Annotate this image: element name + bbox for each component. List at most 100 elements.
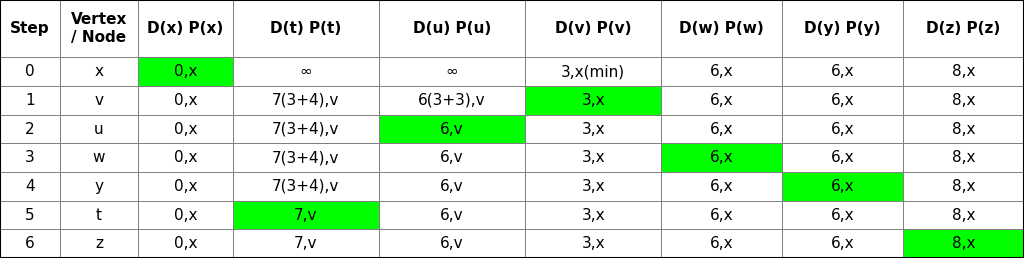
Bar <box>782 57 903 86</box>
Bar <box>782 115 903 143</box>
Bar <box>0 229 59 258</box>
Bar <box>232 201 379 229</box>
Text: 0,x: 0,x <box>174 236 198 251</box>
Text: D(z) P(z): D(z) P(z) <box>927 21 1000 36</box>
Bar <box>903 115 1024 143</box>
Text: 6,x: 6,x <box>710 150 733 165</box>
Text: 7(3+4),v: 7(3+4),v <box>272 179 340 194</box>
Bar <box>59 229 138 258</box>
Bar <box>903 57 1024 86</box>
Bar <box>662 201 782 229</box>
Bar <box>232 0 379 57</box>
Text: D(t) P(t): D(t) P(t) <box>270 21 341 36</box>
Bar <box>0 86 59 115</box>
Bar <box>525 86 662 115</box>
Text: 6,v: 6,v <box>440 122 464 136</box>
Text: 0,x: 0,x <box>174 93 198 108</box>
Text: ∞: ∞ <box>445 64 459 79</box>
Bar <box>59 201 138 229</box>
Bar <box>379 0 525 57</box>
Bar <box>59 0 138 57</box>
Text: 6,x: 6,x <box>710 179 733 194</box>
Text: 6,x: 6,x <box>830 93 854 108</box>
Bar <box>138 115 232 143</box>
Bar <box>662 143 782 172</box>
Text: v: v <box>94 93 103 108</box>
Bar <box>379 143 525 172</box>
Bar <box>662 143 782 172</box>
Text: 6,x: 6,x <box>830 122 854 136</box>
Bar <box>379 86 525 115</box>
Bar <box>662 57 782 86</box>
Text: 7(3+4),v: 7(3+4),v <box>272 93 340 108</box>
Bar <box>0 172 59 201</box>
Text: 0,x: 0,x <box>174 150 198 165</box>
Bar <box>0 201 59 229</box>
Text: D(w) P(w): D(w) P(w) <box>679 21 764 36</box>
Text: 6,x: 6,x <box>830 236 854 251</box>
Bar <box>232 201 379 229</box>
Bar <box>903 143 1024 172</box>
Bar <box>59 172 138 201</box>
Bar <box>782 201 903 229</box>
Text: u: u <box>94 122 103 136</box>
Text: t: t <box>96 207 102 222</box>
Text: 6,x: 6,x <box>710 122 733 136</box>
Text: ∞: ∞ <box>299 64 312 79</box>
Bar <box>0 57 59 86</box>
Text: 6,v: 6,v <box>440 207 464 222</box>
Text: Step: Step <box>10 21 50 36</box>
Text: D(v) P(v): D(v) P(v) <box>555 21 632 36</box>
Bar <box>138 0 232 57</box>
Text: 5: 5 <box>26 207 35 222</box>
Text: 8,x: 8,x <box>951 236 975 251</box>
Bar <box>525 229 662 258</box>
Bar <box>59 143 138 172</box>
Bar <box>59 86 138 115</box>
Bar <box>782 172 903 201</box>
Text: w: w <box>93 150 105 165</box>
Bar <box>662 172 782 201</box>
Text: 3,x: 3,x <box>582 122 605 136</box>
Text: 6,v: 6,v <box>440 236 464 251</box>
Text: 8,x: 8,x <box>951 122 975 136</box>
Bar <box>138 229 232 258</box>
Text: 4: 4 <box>26 179 35 194</box>
Bar <box>525 115 662 143</box>
Text: 7(3+4),v: 7(3+4),v <box>272 150 340 165</box>
Text: 8,x: 8,x <box>951 64 975 79</box>
Bar <box>0 143 59 172</box>
Bar <box>379 229 525 258</box>
Text: 3,x: 3,x <box>582 93 605 108</box>
Text: D(x) P(x): D(x) P(x) <box>147 21 223 36</box>
Text: 3,x: 3,x <box>582 179 605 194</box>
Bar <box>903 201 1024 229</box>
Bar <box>903 0 1024 57</box>
Bar <box>525 201 662 229</box>
Text: 6,v: 6,v <box>440 150 464 165</box>
Text: 0,x: 0,x <box>174 179 198 194</box>
Text: 6,x: 6,x <box>710 207 733 222</box>
Bar <box>662 115 782 143</box>
Bar <box>138 57 232 86</box>
Bar <box>525 143 662 172</box>
Text: 6(3+3),v: 6(3+3),v <box>418 93 486 108</box>
Bar <box>379 201 525 229</box>
Text: 6,x: 6,x <box>710 93 733 108</box>
Bar <box>138 172 232 201</box>
Bar <box>232 172 379 201</box>
Text: 0,x: 0,x <box>174 122 198 136</box>
Bar <box>59 115 138 143</box>
Text: y: y <box>94 179 103 194</box>
Text: 8,x: 8,x <box>951 93 975 108</box>
Bar <box>232 115 379 143</box>
Text: 0,x: 0,x <box>174 64 198 79</box>
Bar <box>138 201 232 229</box>
Bar <box>662 0 782 57</box>
Bar <box>525 86 662 115</box>
Text: 0,x: 0,x <box>174 207 198 222</box>
Bar <box>0 0 59 57</box>
Bar <box>379 115 525 143</box>
Text: Vertex
/ Node: Vertex / Node <box>71 12 127 45</box>
Text: 6,x: 6,x <box>710 64 733 79</box>
